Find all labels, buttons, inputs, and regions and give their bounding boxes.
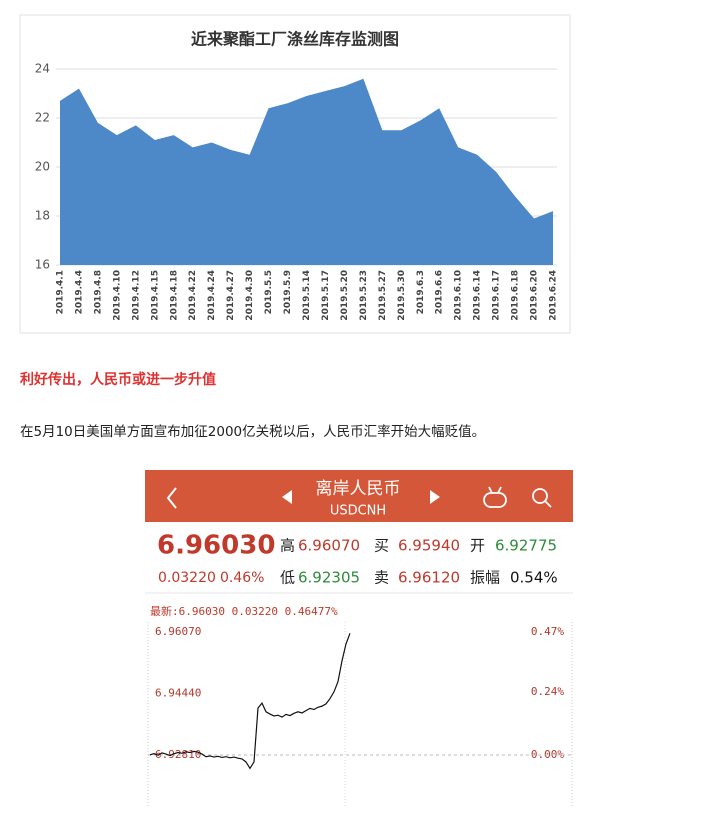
next-button[interactable] <box>430 490 440 504</box>
field-value: 0.54% <box>510 569 558 587</box>
x-tick-label: 2019.4.27 <box>226 270 236 321</box>
x-tick-label: 2019.6.6 <box>435 270 445 314</box>
app-frame <box>145 470 573 810</box>
paragraph: 在5月10日美国单方面宣布加征2000亿关税以后，人民币汇率开始大幅贬值。 <box>20 423 485 440</box>
field-value: 6.95940 <box>398 537 460 555</box>
x-tick-label: 2019.5.17 <box>321 270 331 321</box>
y-tick-label: 6.92810 <box>155 748 201 761</box>
x-tick-label: 2019.4.1 <box>56 270 66 314</box>
area <box>60 78 553 265</box>
field-label: 卖 <box>374 569 389 587</box>
y2-tick-label: 0.00% <box>531 748 564 761</box>
y2-tick-label: 0.24% <box>531 685 564 698</box>
change: 0.03220 <box>158 570 216 586</box>
robot-icon[interactable] <box>483 486 507 508</box>
price-line <box>149 633 351 770</box>
x-tick-label: 2019.5.27 <box>378 270 388 321</box>
x-tick-label: 2019.4.30 <box>245 270 255 321</box>
x-tick-label: 2019.5.23 <box>359 270 369 321</box>
x-tick-label: 2019.5.14 <box>302 270 312 321</box>
field-label: 买 <box>374 537 389 555</box>
field-value: 6.96070 <box>298 537 360 555</box>
chart-annotation: 最新:6.96030 0.03220 0.46477% <box>150 604 338 618</box>
x-tick-label: 2019.4.24 <box>207 270 217 321</box>
y-tick-label: 6.94440 <box>155 686 201 699</box>
field-label: 开 <box>470 537 485 555</box>
back-button[interactable] <box>166 487 177 509</box>
app-title: 离岸人民币 <box>316 479 401 499</box>
chart-title: 近来聚酯工厂涤丝库存监测图 <box>191 30 399 49</box>
field-value: 6.96120 <box>398 569 460 587</box>
x-tick-label: 2019.5.9 <box>283 270 293 314</box>
x-tick-label: 2019.4.22 <box>188 270 198 321</box>
field-value: 6.92305 <box>298 569 360 587</box>
y-tick-label: 22 <box>35 111 50 125</box>
heading: 利好传出，人民币或进一步升值 <box>20 371 216 388</box>
prev-button[interactable] <box>282 490 292 504</box>
field-value: 6.92775 <box>495 537 557 555</box>
x-tick-label: 2019.4.8 <box>93 270 103 314</box>
y-tick-label: 20 <box>35 160 50 174</box>
change-pct: 0.46% <box>220 570 264 586</box>
x-tick-label: 2019.4.10 <box>112 270 122 321</box>
y2-tick-label: 0.47% <box>531 625 564 638</box>
x-tick-label: 2019.6.20 <box>530 270 540 321</box>
y-tick-label: 16 <box>35 258 50 272</box>
price: 6.96030 <box>157 531 275 561</box>
x-tick-label: 2019.6.24 <box>549 270 559 321</box>
app-header <box>145 470 573 522</box>
x-tick-label: 2019.6.10 <box>454 270 464 321</box>
field-label: 振幅 <box>470 569 500 587</box>
field-label: 低 <box>280 569 295 587</box>
x-tick-label: 2019.4.18 <box>169 270 179 321</box>
x-tick-label: 2019.5.30 <box>397 270 407 321</box>
x-tick-label: 2019.6.18 <box>511 270 521 321</box>
app-symbol: USDCNH <box>330 504 386 519</box>
y-tick-label: 18 <box>35 209 50 223</box>
x-tick-label: 2019.6.3 <box>416 270 426 314</box>
x-tick-label: 2019.4.12 <box>131 270 141 321</box>
x-tick-label: 2019.6.14 <box>473 270 483 321</box>
x-tick-label: 2019.4.15 <box>150 270 160 321</box>
field-label: 高 <box>280 537 295 555</box>
x-tick-label: 2019.5.5 <box>264 270 274 314</box>
y-tick-label: 24 <box>35 62 50 76</box>
y-tick-label: 6.96070 <box>155 625 201 638</box>
x-tick-label: 2019.5.20 <box>340 270 350 321</box>
x-tick-label: 2019.6.17 <box>492 270 502 321</box>
x-tick-label: 2019.4.4 <box>74 270 84 314</box>
search-icon[interactable] <box>532 488 552 508</box>
